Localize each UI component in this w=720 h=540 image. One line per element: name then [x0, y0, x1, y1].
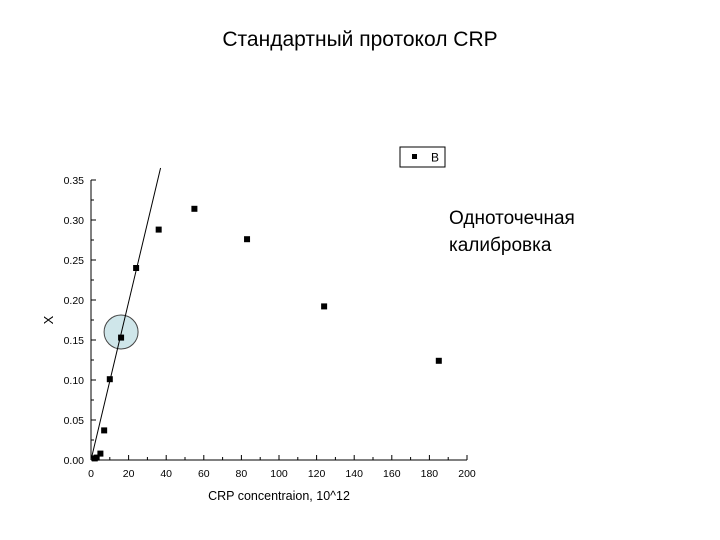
x-tick-label: 140: [345, 468, 363, 480]
y-tick-label: 0.05: [64, 415, 85, 427]
y-tick-label: 0.35: [64, 175, 85, 187]
data-point: [106, 376, 113, 383]
y-tick-label: 0.15: [64, 335, 85, 347]
x-tick-label: 20: [123, 468, 135, 480]
annotation: Одноточечная калибровка: [449, 205, 575, 259]
annotation-line-1: Одноточечная: [449, 208, 575, 229]
y-tick-label: 0.20: [64, 295, 85, 307]
x-tick-label: 0: [88, 468, 94, 480]
data-point: [435, 357, 442, 364]
x-tick-label: 120: [308, 468, 326, 480]
x-tick-label: 40: [160, 468, 172, 480]
legend-label: B: [431, 151, 439, 165]
data-point: [97, 450, 104, 457]
x-tick-label: 200: [458, 468, 476, 480]
x-tick-label: 160: [383, 468, 401, 480]
calibration-line: [90, 167, 162, 461]
chart-axes: CRP concentraion, 10^12 X: [41, 180, 467, 503]
x-axis-title: CRP concentraion, 10^12: [208, 489, 350, 503]
annotation-line-2: калибровка: [449, 235, 552, 256]
legend-box: [399, 146, 446, 168]
chart-legend: B: [399, 146, 446, 168]
legend-marker: [412, 154, 417, 159]
data-point: [133, 265, 140, 271]
y-tick-label: 0.00: [64, 455, 85, 467]
chart-marks: [90, 167, 442, 462]
x-tick-label: 60: [198, 468, 210, 480]
x-tick-label: 80: [236, 468, 248, 480]
data-point: [93, 454, 100, 461]
data-point: [191, 205, 198, 212]
x-tick-label: 100: [270, 468, 288, 480]
y-axis-title: X: [41, 315, 56, 324]
data-point: [244, 236, 251, 243]
data-point: [118, 334, 125, 341]
slide-title: Стандартный протокол CRP: [222, 28, 498, 51]
y-tick-label: 0.30: [64, 215, 85, 227]
y-tick-label: 0.25: [64, 255, 85, 267]
chart-ticks: 0 20 40 60 80 100 120 140 160 180 200 0.00 0.05 0.10 0…: [64, 175, 476, 480]
data-point: [155, 226, 162, 233]
data-point: [321, 303, 328, 310]
y-tick-label: 0.10: [64, 375, 85, 387]
x-tick-label: 180: [421, 468, 439, 480]
data-point: [101, 427, 108, 434]
